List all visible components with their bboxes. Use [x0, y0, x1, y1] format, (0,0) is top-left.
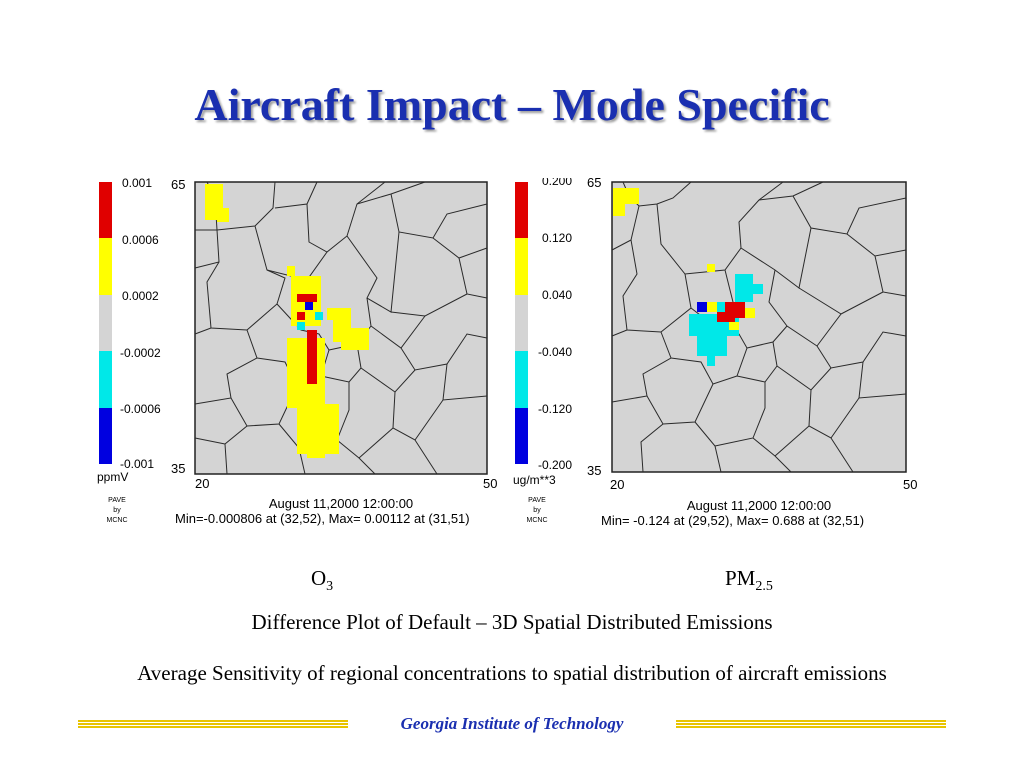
pm25-caption: PM2.5 [725, 566, 773, 595]
o3-cell [297, 322, 305, 330]
pm25-map [611, 181, 907, 473]
o3-x-tick-left: 20 [195, 476, 209, 491]
o3-cell [327, 308, 351, 320]
pm25-impact-cells [613, 188, 763, 366]
o3-cell [287, 266, 295, 276]
pm25-cell [717, 312, 735, 322]
o3-color-bar-cyan [99, 351, 112, 408]
pm25-plot-panel: 0.200 0.120 0.040 -0.040 -0.120 -0.200 u… [513, 178, 917, 528]
sensitivity-summary: Average Sensitivity of regional concentr… [137, 661, 887, 685]
pm25-cell [729, 322, 739, 330]
o3-color-bar-blue [99, 408, 112, 464]
pm25-legend-label-2: 0.040 [542, 288, 572, 302]
pm25-x-tick-right: 50 [903, 477, 917, 492]
pm25-credit-line-0: PAVE [528, 497, 546, 504]
pm25-legend-label-3: -0.040 [538, 345, 572, 359]
o3-legend-label-4: -0.0006 [120, 402, 161, 416]
o3-legend-label-1: 0.0006 [122, 233, 159, 247]
o3-cell [287, 338, 325, 408]
o3-x-tick-right: 50 [483, 476, 497, 491]
o3-y-tick-top: 65 [171, 178, 185, 192]
o3-plot-panel: 0.001 0.0006 0.0002 -0.0002 -0.0006 -0.0… [97, 178, 497, 526]
o3-legend-label-3: -0.0002 [120, 346, 161, 360]
o3-cell [297, 312, 305, 320]
o3-color-bar [99, 182, 112, 464]
o3-caption-text: O [311, 566, 327, 590]
pm25-color-bar-gray [515, 295, 528, 351]
o3-impact-cells [205, 184, 369, 458]
pm25-cell [707, 354, 715, 366]
pm25-y-tick-top: 65 [587, 178, 601, 190]
pm25-cell [707, 302, 717, 312]
pm25-legend-label-5: -0.200 [538, 458, 572, 472]
pm25-cell [735, 302, 745, 318]
slide-title: Aircraft Impact – Mode Specific [194, 79, 830, 130]
o3-color-bar-gray [99, 295, 112, 351]
o3-cell [217, 208, 229, 222]
pm25-cell [745, 308, 755, 318]
pm25-color-bar-red [515, 182, 528, 238]
pm25-cell [751, 284, 763, 294]
o3-unit-label: ppmV [97, 470, 128, 484]
pm25-timestamp: August 11,2000 12:00:00 [687, 498, 831, 513]
pm25-unit-label: ug/m**3 [513, 473, 556, 487]
o3-timestamp: August 11,2000 12:00:00 [269, 496, 413, 511]
pm25-caption-text: PM [725, 566, 756, 590]
pm25-legend-label-0: 0.200 [542, 178, 572, 188]
pm25-color-bar-yellow [515, 238, 528, 295]
o3-cell [297, 404, 339, 454]
o3-cell [305, 302, 313, 310]
pm25-map-background [611, 181, 907, 473]
o3-cell [341, 328, 369, 350]
o3-map [194, 181, 488, 475]
pm25-cell [697, 334, 727, 356]
o3-credit-line-2: MCNC [107, 517, 128, 524]
o3-legend-label-5: -0.001 [120, 457, 154, 471]
o3-color-bar-red [99, 182, 112, 238]
pm25-credit-line-2: MCNC [527, 517, 548, 524]
pm25-color-bar-blue [515, 408, 528, 464]
pm25-cell [717, 302, 725, 312]
pm25-credit-line-1: by [533, 507, 541, 514]
o3-cell [307, 330, 317, 384]
pm25-cell [697, 302, 707, 312]
o3-legend-label-2: 0.0002 [122, 289, 159, 303]
o3-credit-line-0: PAVE [108, 497, 126, 504]
pm25-color-bar-cyan [515, 351, 528, 408]
pm25-legend-label-1: 0.120 [542, 231, 572, 245]
pm25-minmax: Min= -0.124 at (29,52), Max= 0.688 at (3… [601, 513, 864, 528]
pm25-color-bar [515, 182, 528, 464]
o3-cell [307, 446, 325, 458]
footer-institution: Georgia Institute of Technology [400, 714, 624, 733]
difference-plot-caption: Difference Plot of Default – 3D Spatial … [251, 610, 773, 634]
o3-legend-label-0: 0.001 [122, 178, 152, 190]
o3-minmax: Min=-0.000806 at (32,52), Max= 0.00112 a… [175, 511, 470, 526]
o3-caption: O3 [311, 566, 333, 595]
pm25-y-tick-bottom: 35 [587, 463, 601, 478]
footer-rule-right [676, 720, 946, 729]
o3-cell [297, 294, 317, 302]
o3-cell [315, 312, 323, 320]
pm25-cell [725, 302, 735, 312]
pm25-caption-subscript: 2.5 [755, 579, 773, 595]
o3-credit-line-1: by [113, 507, 121, 514]
pm25-cell [613, 204, 625, 216]
o3-caption-subscript: 3 [326, 579, 334, 595]
pm25-x-tick-left: 20 [610, 477, 624, 492]
pm25-cell [613, 188, 639, 204]
o3-color-bar-yellow [99, 238, 112, 295]
footer-rule-left [78, 720, 348, 729]
pm25-legend-label-4: -0.120 [538, 402, 572, 416]
pm25-cell [735, 274, 753, 302]
o3-y-tick-bottom: 35 [171, 461, 185, 476]
pm25-cell [707, 264, 715, 272]
